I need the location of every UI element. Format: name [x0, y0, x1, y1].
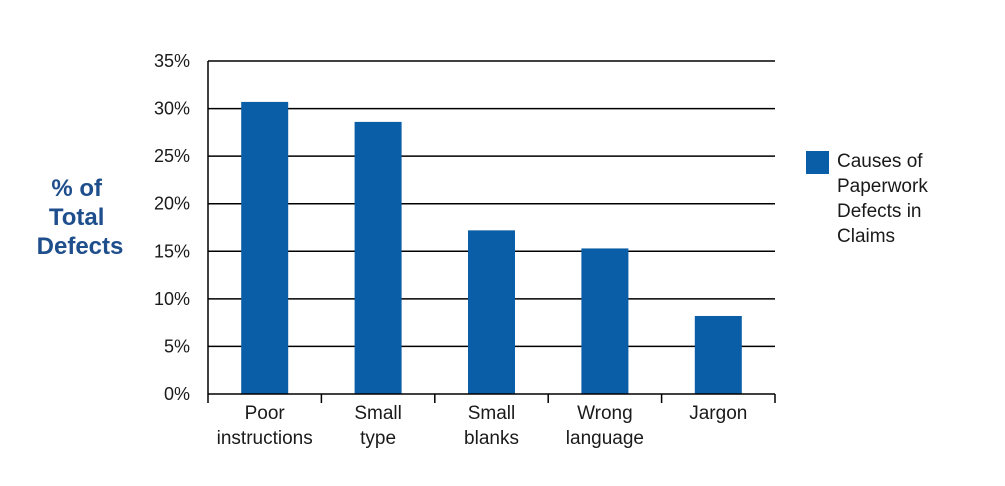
y-axis-label-line: Defects [37, 233, 124, 260]
x-category-label-line: Jargon [689, 403, 747, 424]
x-category-label: Small blanks [464, 403, 519, 449]
legend-swatch [806, 151, 829, 174]
x-category-label-line: Small [354, 403, 402, 424]
x-category-label: Poor instructions [217, 403, 313, 449]
legend-label-line: Paperwork [837, 176, 928, 197]
x-category-label-line: type [360, 428, 396, 449]
legend-label: Causes of Paperwork Defects in Claims [837, 151, 933, 247]
y-tick-label: 10% [154, 289, 190, 309]
y-axis-label-line: Total [49, 204, 105, 231]
bar [241, 101, 289, 394]
bar [694, 315, 742, 394]
y-tick-label: 30% [154, 99, 190, 119]
x-category-label-line: Small [468, 403, 516, 424]
axes [207, 61, 776, 403]
x-category-label: Jargon [689, 403, 747, 424]
y-tick-label: 25% [154, 146, 190, 166]
x-category-label-line: instructions [217, 428, 313, 449]
y-tick-label: 5% [164, 336, 190, 356]
x-category-label: Small type [354, 403, 402, 449]
legend-label-line: Causes of [837, 151, 923, 172]
x-category-label-line: Wrong [577, 403, 633, 424]
y-tick-label: 0% [164, 384, 190, 404]
x-category-label-line: language [566, 428, 644, 449]
x-category-label-line: Poor [245, 403, 286, 424]
bar [468, 230, 515, 394]
x-category-label: Wrong language [566, 403, 644, 449]
y-tick-labels: 0% 5% 10% 15% 20% 25% 30% 35% [154, 51, 190, 404]
y-axis-label: % of Total Defects [37, 175, 124, 260]
bar [581, 248, 629, 394]
y-tick-label: 35% [154, 51, 190, 71]
legend-label-line: Claims [837, 226, 895, 247]
legend: Causes of Paperwork Defects in Claims [806, 151, 933, 247]
legend-label-line: Defects in [837, 201, 921, 222]
y-tick-label: 20% [154, 194, 190, 214]
bar [354, 121, 402, 395]
y-axis-label-line: % of [51, 175, 103, 202]
x-category-label-line: blanks [464, 428, 519, 449]
bars [241, 101, 742, 395]
y-tick-label: 15% [154, 241, 190, 261]
x-category-labels: Poor instructions Small type Small blanks Wron… [217, 403, 748, 449]
